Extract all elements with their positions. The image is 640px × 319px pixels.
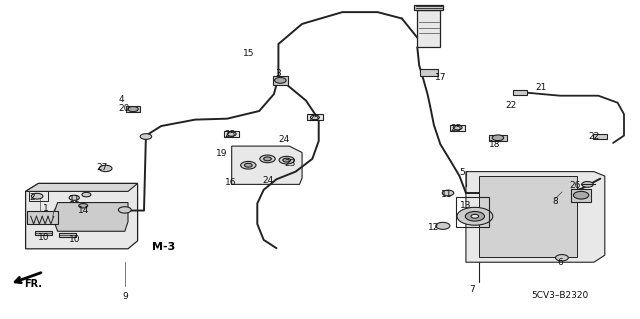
Text: 3: 3 <box>276 69 281 78</box>
Text: 8: 8 <box>553 197 558 206</box>
Text: 11: 11 <box>441 190 452 199</box>
Polygon shape <box>26 183 138 249</box>
Text: 24: 24 <box>262 176 273 185</box>
Text: 19: 19 <box>216 149 227 158</box>
Circle shape <box>465 211 484 221</box>
Circle shape <box>241 161 256 169</box>
Bar <box>489 135 507 141</box>
Polygon shape <box>479 176 577 257</box>
Text: 22: 22 <box>505 101 516 110</box>
Text: 17: 17 <box>435 73 446 82</box>
Text: 16: 16 <box>225 178 236 187</box>
Circle shape <box>556 255 568 261</box>
Text: M-3: M-3 <box>152 242 175 252</box>
Polygon shape <box>27 211 58 224</box>
Polygon shape <box>232 146 302 184</box>
Text: 22: 22 <box>588 132 600 141</box>
Circle shape <box>573 191 589 199</box>
Bar <box>571 189 591 202</box>
Circle shape <box>31 193 43 199</box>
Text: 20: 20 <box>118 104 130 113</box>
Text: 15: 15 <box>243 49 254 58</box>
Text: 14: 14 <box>77 206 89 215</box>
Text: 18: 18 <box>489 140 500 149</box>
Polygon shape <box>26 183 138 191</box>
Text: 25: 25 <box>451 124 462 133</box>
Text: 13: 13 <box>460 201 472 210</box>
Bar <box>420 69 438 76</box>
Text: 26: 26 <box>569 181 580 190</box>
Bar <box>273 76 288 85</box>
Bar <box>126 106 140 112</box>
Circle shape <box>118 207 131 213</box>
Circle shape <box>279 156 294 164</box>
Text: 4: 4 <box>119 95 124 104</box>
Text: 21: 21 <box>536 83 547 92</box>
Text: 23: 23 <box>284 159 296 168</box>
Polygon shape <box>417 10 440 47</box>
Text: 7: 7 <box>470 285 475 294</box>
Bar <box>513 90 527 95</box>
Circle shape <box>79 204 88 208</box>
Bar <box>59 234 76 237</box>
Circle shape <box>453 125 462 130</box>
Bar <box>450 124 465 131</box>
Text: 2: 2 <box>29 193 35 202</box>
Text: 5CV3–B2320: 5CV3–B2320 <box>531 291 589 300</box>
Bar <box>456 197 489 227</box>
Polygon shape <box>52 203 128 231</box>
Circle shape <box>283 158 291 162</box>
Circle shape <box>582 182 593 187</box>
Circle shape <box>457 207 493 225</box>
Polygon shape <box>414 5 443 10</box>
Text: 10: 10 <box>68 235 80 244</box>
Circle shape <box>244 163 252 167</box>
Circle shape <box>227 132 236 136</box>
Text: 9: 9 <box>122 292 127 300</box>
Circle shape <box>69 195 79 200</box>
Text: 25: 25 <box>308 114 319 122</box>
Circle shape <box>82 192 91 197</box>
Circle shape <box>128 107 138 112</box>
Circle shape <box>99 165 112 172</box>
Polygon shape <box>29 191 48 201</box>
Circle shape <box>442 190 454 196</box>
Text: FR.: FR. <box>24 279 42 289</box>
Polygon shape <box>466 172 605 262</box>
Text: 25: 25 <box>225 130 236 139</box>
Circle shape <box>471 214 479 218</box>
Circle shape <box>260 155 275 163</box>
Text: 6: 6 <box>557 258 563 267</box>
Circle shape <box>492 135 504 141</box>
Bar <box>593 134 607 139</box>
Text: 24: 24 <box>278 135 289 144</box>
Circle shape <box>140 134 152 139</box>
Circle shape <box>275 78 286 83</box>
Circle shape <box>264 157 271 161</box>
Text: 5: 5 <box>460 168 465 177</box>
Bar <box>307 114 323 120</box>
Text: 11: 11 <box>68 195 80 204</box>
Text: 10: 10 <box>38 233 49 242</box>
Circle shape <box>310 115 319 120</box>
Circle shape <box>436 222 450 229</box>
Text: 27: 27 <box>97 163 108 172</box>
Text: 1: 1 <box>44 204 49 213</box>
Bar <box>224 131 239 137</box>
Bar <box>35 231 52 235</box>
Text: 12: 12 <box>428 223 440 232</box>
